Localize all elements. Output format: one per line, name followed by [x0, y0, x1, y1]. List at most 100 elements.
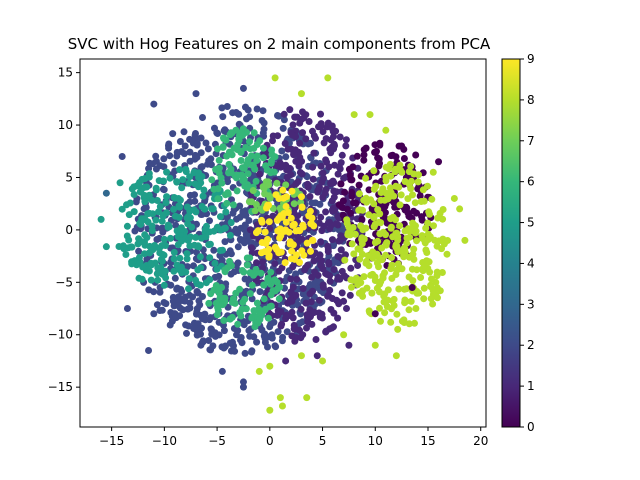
scatter-point — [287, 214, 295, 222]
scatter-point — [188, 223, 196, 231]
scatter-point — [412, 305, 420, 312]
scatter-point — [185, 179, 193, 187]
scatter-point — [265, 253, 273, 261]
x-tick-label: −15 — [99, 434, 124, 448]
scatter-point — [198, 324, 205, 332]
scatter-point — [315, 219, 323, 227]
scatter-point — [392, 352, 400, 360]
scatter-point — [290, 200, 298, 208]
scatter-point — [328, 124, 336, 132]
scatter-point — [456, 205, 464, 213]
scatter-point — [175, 195, 182, 202]
scatter-point — [195, 169, 203, 177]
scatter-point — [366, 111, 374, 119]
scatter-point — [255, 367, 263, 375]
scatter-point — [154, 276, 162, 284]
scatter-point — [97, 215, 105, 223]
scatter-point — [368, 289, 376, 297]
scatter-point — [233, 187, 241, 195]
scatter-point — [199, 114, 206, 121]
scatter-point — [341, 188, 349, 196]
scatter-point — [405, 306, 413, 314]
scatter-point — [342, 251, 349, 259]
scatter-point — [272, 191, 280, 199]
scatter-point — [429, 300, 437, 308]
scatter-point — [245, 237, 253, 245]
scatter-point — [267, 302, 275, 310]
x-axis: −15 −10 −5 0 5 10 15 20 — [99, 427, 488, 448]
scatter-point — [412, 151, 420, 159]
scatter-point — [227, 165, 235, 173]
scatter-point — [263, 166, 271, 174]
scatter-point — [354, 262, 362, 269]
scatter-point — [296, 169, 304, 176]
scatter-point — [433, 242, 441, 250]
scatter-point — [395, 285, 403, 293]
scatter-point — [172, 221, 180, 229]
scatter-point — [419, 186, 427, 194]
scatter-point — [152, 152, 160, 160]
scatter-point — [282, 203, 290, 210]
scatter-point — [191, 151, 199, 159]
scatter-point — [128, 243, 136, 251]
scatter-point — [348, 240, 356, 248]
scatter-point — [305, 118, 313, 125]
scatter-point — [256, 308, 263, 316]
scatter-point — [212, 166, 220, 173]
scatter-point — [141, 241, 149, 249]
scatter-point — [239, 378, 247, 386]
scatter-point — [281, 140, 289, 147]
scatter-point — [357, 222, 365, 230]
scatter-point — [214, 195, 222, 203]
scatter-point — [373, 250, 381, 258]
scatter-point — [284, 299, 292, 307]
scatter-point — [360, 151, 368, 159]
scatter-point — [411, 199, 419, 207]
scatter-point — [250, 144, 258, 152]
scatter-point — [372, 182, 380, 190]
scatter-point — [336, 237, 344, 245]
scatter-point — [210, 246, 218, 254]
scatter-point — [376, 230, 384, 238]
scatter-point — [275, 267, 283, 275]
scatter-point — [191, 241, 198, 249]
scatter-point — [306, 207, 314, 215]
scatter-point — [309, 237, 317, 244]
scatter-point — [186, 148, 194, 156]
scatter-point — [156, 162, 164, 170]
scatter-point — [211, 332, 219, 340]
scatter-point — [324, 74, 332, 82]
scatter-point — [377, 189, 385, 196]
scatter-point — [396, 222, 404, 230]
scatter-point — [197, 149, 205, 157]
scatter-point — [195, 297, 203, 305]
scatter-point — [215, 272, 223, 280]
scatter-point — [410, 245, 418, 253]
scatter-point — [387, 172, 395, 180]
scatter-point — [377, 219, 385, 227]
scatter-point — [299, 318, 306, 326]
scatter-point — [302, 135, 310, 143]
scatter-point — [420, 295, 428, 303]
scatter-point — [267, 268, 275, 276]
y-tick-label: −10 — [48, 328, 73, 342]
scatter-point — [259, 144, 267, 152]
scatter-point — [310, 257, 318, 265]
scatter-point — [163, 168, 171, 176]
scatter-point — [253, 259, 260, 267]
scatter-point — [335, 300, 343, 308]
scatter-point — [288, 187, 296, 195]
scatter-point — [340, 331, 348, 339]
y-tick-label: −5 — [55, 275, 73, 289]
scatter-point — [358, 236, 366, 244]
x-tick-label: 10 — [368, 434, 383, 448]
scatter-point — [289, 221, 297, 229]
scatter-point — [183, 203, 191, 211]
scatter-point — [174, 302, 182, 310]
scatter-point — [450, 194, 458, 202]
scatter-point — [394, 260, 402, 268]
scatter-point — [250, 129, 258, 137]
scatter-point — [381, 196, 389, 204]
scatter-point — [248, 348, 255, 356]
scatter-point — [242, 103, 249, 111]
